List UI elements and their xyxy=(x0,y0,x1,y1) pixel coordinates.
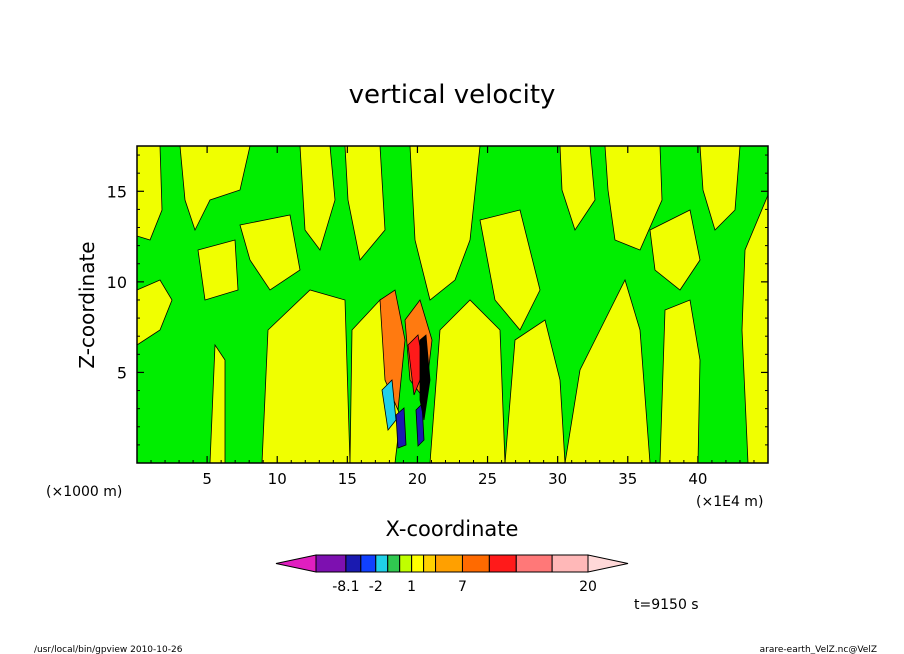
x-tick-label: 10 xyxy=(268,470,287,488)
x-axis: 5 10 15 20 25 30 35 40 xyxy=(150,146,755,488)
contour-region xyxy=(239,214,301,291)
colorbar-segment xyxy=(399,554,413,573)
colorbar-segment xyxy=(315,554,347,573)
contour-region xyxy=(379,289,406,412)
plot-area: 5 10 15 20 25 30 35 40 5 10 15 xyxy=(107,145,769,488)
colorbar-segment xyxy=(551,554,589,573)
colorbar-label: -2 xyxy=(369,579,383,595)
x-axis-label: X-coordinate xyxy=(386,517,519,541)
x-tick-label: 5 xyxy=(202,470,212,488)
x-tick-label: 20 xyxy=(408,470,427,488)
colorbar-segment xyxy=(488,554,517,573)
x-tick-label: 15 xyxy=(338,470,357,488)
colorbar-arrow-low xyxy=(275,554,317,573)
colorbar-segment xyxy=(360,554,377,573)
colorbar-segment xyxy=(461,554,490,573)
x-tick-label: 40 xyxy=(688,470,707,488)
colorbar-segment xyxy=(423,554,437,573)
x-tick-label: 35 xyxy=(618,470,637,488)
colorbar-label: -8.1 xyxy=(332,579,359,595)
contour-region xyxy=(395,407,407,449)
plot-frame xyxy=(136,145,769,464)
contour-region xyxy=(479,209,541,331)
y-tick-label: 5 xyxy=(117,363,127,382)
colorbar-arrow-high xyxy=(587,554,629,573)
x-unit-right: (×1E4 m) xyxy=(696,494,763,510)
contour-fill xyxy=(136,145,769,464)
colorbar-label: 7 xyxy=(458,579,467,595)
colorbar-segment xyxy=(345,554,362,573)
y-tick-label: 15 xyxy=(107,182,127,201)
footer-right: arare-earth_VelZ.nc@VelZ xyxy=(760,645,877,654)
x-tick-label: 25 xyxy=(478,470,497,488)
colorbar-segment xyxy=(375,554,389,573)
chart-title: vertical velocity xyxy=(349,80,556,110)
contour-region xyxy=(419,334,431,421)
contour-region xyxy=(649,209,701,291)
colorbar-segment xyxy=(515,554,553,573)
colorbar-segment xyxy=(435,554,463,573)
colorbar-segment xyxy=(411,554,425,573)
colorbar-label: 1 xyxy=(407,579,416,595)
colorbar-segment xyxy=(387,554,401,573)
colorbar xyxy=(275,554,629,573)
y-axis-label: Z-coordinate xyxy=(75,241,99,368)
x-tick-label: 30 xyxy=(548,470,567,488)
y-axis: 5 10 15 xyxy=(107,154,768,446)
colorbar-label: 20 xyxy=(579,579,597,595)
y-tick-label: 10 xyxy=(107,273,127,292)
contour-region xyxy=(415,403,425,447)
time-label: t=9150 s xyxy=(634,597,699,613)
colorbar-labels: -8.1 -2 1 7 20 xyxy=(332,579,597,595)
x-unit-left: (×1000 m) xyxy=(46,484,122,500)
footer-left: /usr/local/bin/gpview 2010-10-26 xyxy=(34,645,183,654)
contour-region xyxy=(659,299,701,464)
contour-region xyxy=(197,239,239,301)
